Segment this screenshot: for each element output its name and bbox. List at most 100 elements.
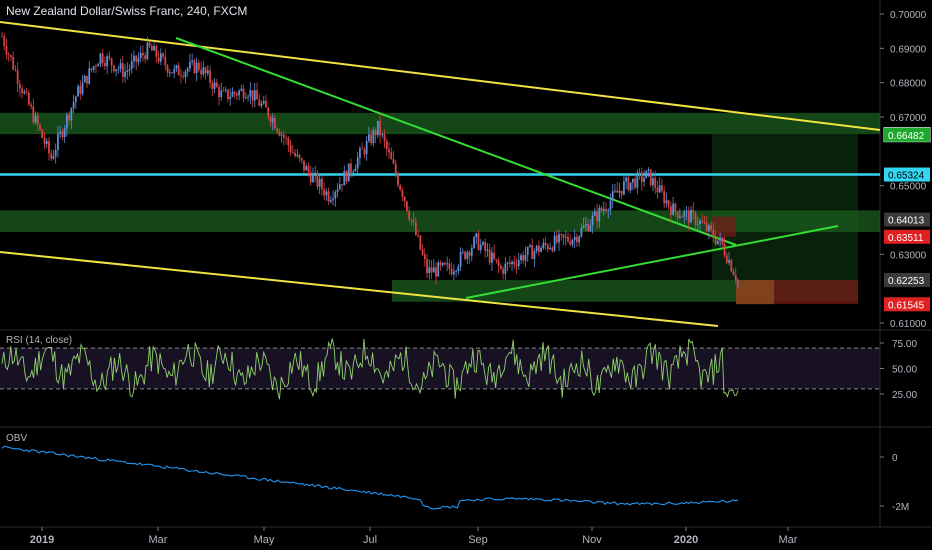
price-badge-label: 0.63511: [888, 233, 924, 244]
candle: [495, 259, 498, 261]
candle: [363, 149, 366, 155]
obv-line[interactable]: [1, 445, 739, 510]
obv-label[interactable]: OBV: [6, 433, 28, 444]
candle: [258, 99, 261, 106]
candle: [461, 251, 464, 253]
price-tick-label: 0.65000: [890, 182, 927, 193]
candle: [300, 158, 303, 161]
candle: [562, 234, 565, 238]
candle: [699, 220, 701, 225]
candle: [426, 259, 428, 274]
candle: [345, 171, 348, 182]
rsi-band: [0, 348, 880, 389]
candle: [7, 54, 10, 56]
price-badge[interactable]: 0.62253: [884, 272, 930, 287]
price-axis[interactable]: 0.70000 0.69000 0.68000 0.67000 0.65000 0.630…: [880, 10, 931, 513]
candle: [285, 137, 288, 139]
candle: [291, 152, 294, 154]
candle: [428, 267, 431, 274]
candle: [10, 55, 12, 58]
price-badge-bg: [884, 127, 930, 142]
candle: [551, 247, 554, 251]
candle: [397, 174, 399, 186]
candle: [321, 178, 323, 189]
price-tick-label: 0.70000: [890, 10, 927, 21]
lower-channel-line[interactable]: [0, 251, 719, 327]
candle: [159, 53, 162, 62]
price-badge[interactable]: 0.65324: [884, 167, 930, 182]
candle: [97, 64, 100, 67]
upper-channel-line[interactable]: [0, 21, 881, 131]
rsi-label[interactable]: RSI (14, close): [6, 335, 73, 346]
price-pane[interactable]: [0, 21, 881, 327]
entry-zone[interactable]: [736, 280, 774, 305]
candle: [473, 237, 475, 248]
candle: [620, 190, 623, 195]
descending-trendline[interactable]: [175, 37, 737, 246]
candle: [34, 115, 37, 123]
candle: [260, 103, 263, 106]
support-resistance-zone[interactable]: [0, 112, 880, 135]
candle: [70, 108, 73, 121]
rsi-line[interactable]: [1, 338, 739, 400]
candle: [323, 188, 326, 196]
candle: [439, 262, 442, 266]
candle: [86, 75, 88, 84]
candle: [356, 157, 359, 169]
candle: [408, 211, 411, 220]
candle: [482, 242, 484, 245]
candle: [634, 178, 636, 188]
candle: [497, 260, 500, 266]
price-badge[interactable]: 0.61545: [884, 297, 930, 312]
time-tick-label: 2020: [674, 534, 698, 546]
risk-zone[interactable]: [712, 216, 736, 237]
candle: [265, 100, 267, 108]
time-axis[interactable]: 2019 Mar May Jul Sep Nov 2020 Mar: [30, 527, 798, 546]
support-resistance-zone[interactable]: [0, 210, 880, 233]
candle: [493, 252, 496, 260]
candle: [661, 185, 663, 192]
candle: [43, 138, 46, 144]
candle: [381, 134, 384, 136]
price-badge[interactable]: 0.63511: [884, 229, 930, 244]
candle: [1, 36, 3, 38]
candle: [16, 70, 19, 84]
candle: [730, 260, 733, 272]
candle: [674, 203, 677, 212]
candle: [455, 270, 458, 272]
candle: [701, 220, 704, 223]
candle: [392, 159, 395, 164]
candle: [202, 67, 205, 75]
candle: [385, 141, 388, 150]
candle: [694, 212, 697, 225]
candle: [108, 56, 111, 59]
candle: [296, 154, 299, 157]
target-zone[interactable]: [712, 134, 858, 281]
candle: [734, 275, 737, 280]
price-badge[interactable]: 0.66482: [884, 127, 930, 142]
price-badge[interactable]: 0.64013: [884, 212, 930, 227]
ascending-trendline[interactable]: [465, 225, 839, 299]
candle: [567, 236, 569, 242]
candle: [555, 235, 558, 243]
candle: [41, 129, 44, 139]
candle: [441, 262, 444, 266]
candle: [549, 247, 551, 249]
obv-pane[interactable]: [1, 445, 739, 510]
candle: [703, 222, 706, 224]
candle: [267, 107, 270, 117]
candle: [636, 172, 639, 188]
candle: [529, 245, 531, 247]
candle: [52, 156, 55, 159]
rsi-pane[interactable]: [0, 338, 880, 400]
candle: [643, 178, 645, 182]
time-tick-label: Jul: [363, 534, 377, 546]
candle: [692, 210, 695, 213]
candle: [504, 263, 507, 274]
price-badge-label: 0.66482: [888, 131, 925, 142]
candle: [79, 86, 82, 94]
candle: [193, 60, 196, 73]
candle: [631, 178, 634, 183]
candle: [166, 65, 169, 73]
